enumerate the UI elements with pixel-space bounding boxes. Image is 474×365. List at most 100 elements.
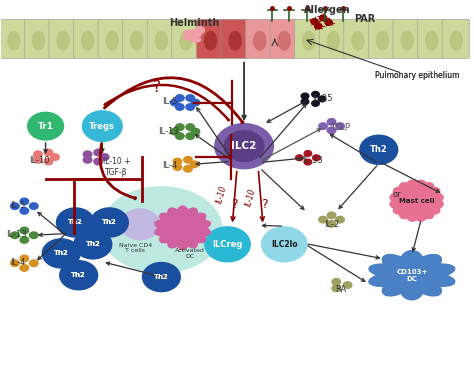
Ellipse shape (327, 31, 340, 51)
Circle shape (327, 127, 336, 134)
Circle shape (20, 237, 28, 243)
Ellipse shape (32, 31, 45, 51)
Circle shape (312, 92, 319, 97)
Text: ?: ? (231, 198, 238, 211)
Text: IL-13: IL-13 (6, 230, 27, 239)
Circle shape (360, 135, 398, 164)
Circle shape (186, 124, 194, 130)
Circle shape (304, 159, 312, 165)
Text: Th2: Th2 (71, 272, 86, 278)
Circle shape (173, 158, 182, 165)
Text: IL-10: IL-10 (245, 188, 258, 208)
Text: or: or (392, 190, 401, 199)
Text: ?: ? (261, 198, 268, 211)
Circle shape (173, 164, 182, 170)
Text: IL-10: IL-10 (215, 184, 228, 204)
Ellipse shape (277, 31, 291, 51)
FancyArrowPatch shape (105, 85, 228, 120)
Circle shape (20, 227, 28, 234)
Ellipse shape (106, 31, 119, 51)
Text: IL-10 +
TGF-β: IL-10 + TGF-β (103, 157, 130, 177)
Text: IL-10: IL-10 (29, 156, 50, 165)
Text: Th2: Th2 (370, 145, 388, 154)
Circle shape (296, 155, 303, 161)
Circle shape (56, 208, 94, 237)
Circle shape (186, 104, 194, 110)
Text: Th2: Th2 (68, 219, 83, 226)
Circle shape (195, 27, 204, 34)
Text: Helminth: Helminth (169, 18, 219, 27)
Ellipse shape (204, 31, 217, 51)
Text: IL-4: IL-4 (162, 161, 178, 170)
Text: Pulmonary epithelium: Pulmonary epithelium (374, 72, 459, 80)
Circle shape (262, 227, 307, 262)
Circle shape (175, 104, 184, 110)
Text: ILCreg: ILCreg (212, 240, 243, 249)
Text: IL-2: IL-2 (324, 220, 339, 229)
Circle shape (42, 239, 80, 268)
Circle shape (44, 158, 53, 165)
Circle shape (91, 208, 128, 237)
FancyBboxPatch shape (0, 19, 27, 58)
Circle shape (215, 124, 273, 169)
Circle shape (332, 278, 340, 285)
Circle shape (224, 131, 264, 161)
Circle shape (170, 99, 179, 106)
Ellipse shape (179, 31, 193, 51)
Circle shape (175, 133, 184, 139)
Circle shape (82, 111, 122, 141)
Circle shape (60, 261, 98, 290)
Ellipse shape (253, 31, 266, 51)
Circle shape (336, 123, 344, 130)
Circle shape (301, 93, 309, 99)
Text: PAR: PAR (354, 14, 375, 24)
Circle shape (20, 208, 28, 214)
FancyBboxPatch shape (49, 19, 76, 58)
Text: ILC2: ILC2 (231, 141, 257, 151)
Ellipse shape (302, 31, 316, 51)
Circle shape (51, 154, 59, 160)
Circle shape (186, 95, 194, 101)
Text: Th2: Th2 (85, 241, 100, 247)
Text: TSLP: TSLP (330, 123, 350, 132)
Circle shape (10, 260, 19, 266)
Circle shape (94, 158, 102, 165)
Text: Mast cell: Mast cell (399, 198, 434, 204)
FancyBboxPatch shape (295, 19, 322, 58)
Circle shape (332, 285, 340, 292)
Ellipse shape (449, 31, 463, 51)
Circle shape (27, 112, 64, 140)
Text: Tregs: Tregs (90, 122, 115, 131)
Ellipse shape (376, 31, 389, 51)
FancyArrowPatch shape (104, 78, 243, 123)
Circle shape (20, 255, 28, 262)
FancyBboxPatch shape (172, 19, 199, 58)
Ellipse shape (351, 31, 365, 51)
Polygon shape (315, 23, 322, 29)
FancyBboxPatch shape (73, 19, 101, 58)
FancyBboxPatch shape (418, 19, 445, 58)
Circle shape (190, 161, 199, 168)
Text: Th2: Th2 (71, 272, 86, 278)
Text: Allergen: Allergen (303, 5, 350, 15)
Polygon shape (390, 180, 443, 221)
Circle shape (301, 99, 309, 104)
FancyBboxPatch shape (123, 19, 150, 58)
Circle shape (34, 151, 42, 158)
Circle shape (29, 203, 38, 210)
Circle shape (191, 99, 200, 106)
FancyBboxPatch shape (98, 19, 126, 58)
Ellipse shape (130, 31, 144, 51)
Circle shape (186, 133, 194, 139)
Circle shape (175, 124, 184, 130)
FancyBboxPatch shape (344, 19, 371, 58)
Ellipse shape (81, 31, 94, 51)
Circle shape (10, 232, 19, 238)
Circle shape (327, 119, 336, 125)
FancyBboxPatch shape (24, 19, 52, 58)
Circle shape (44, 149, 53, 156)
Circle shape (143, 262, 180, 292)
Text: Th2: Th2 (68, 219, 83, 226)
Ellipse shape (401, 31, 414, 51)
FancyBboxPatch shape (393, 19, 420, 58)
